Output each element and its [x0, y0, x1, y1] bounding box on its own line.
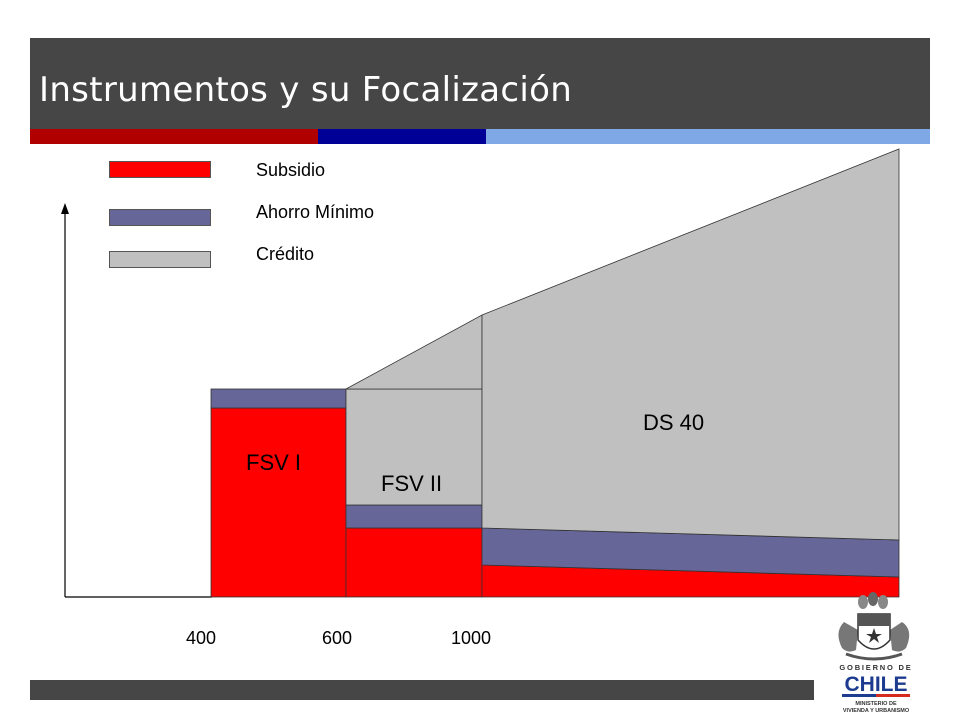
page-title: Instrumentos y su Focalización — [39, 70, 573, 110]
x-value-600: 600 — [322, 628, 353, 648]
fsv2-credito-block — [345, 388, 483, 506]
legend-swatch-credito — [109, 251, 211, 268]
gobierno-de-chile-logo: GOBIERNO DE CHILE MINISTERIO DE VIVIENDA… — [826, 592, 930, 716]
label-fsv-i: FSV I — [246, 450, 301, 475]
label-ds-40: DS 40 — [643, 410, 704, 435]
logo-text-chile: CHILE — [845, 673, 908, 696]
legend-label-credito: Crédito — [256, 244, 315, 264]
accent-stripe-light-blue — [486, 129, 930, 144]
fsv2-subsidio-block — [345, 527, 483, 598]
title-bar: Instrumentos y su Focalización — [30, 38, 930, 129]
legend-swatch-ahorro — [109, 209, 211, 226]
x-value-400: 400 — [186, 628, 217, 648]
x-value-1000: 1000 — [451, 628, 492, 648]
fsv1-ahorro-block — [210, 388, 347, 409]
logo-text-gobierno: GOBIERNO DE — [839, 663, 912, 672]
fsv2-credito-wedge — [345, 314, 483, 390]
logo-text-vivienda: VIVIENDA Y URBANISMO — [843, 708, 910, 714]
legend-label-ahorro: Ahorro Mínimo — [256, 202, 375, 222]
y-axis-arrowhead — [61, 203, 69, 214]
coat-of-arms-icon: GOBIERNO DE CHILE MINISTERIO DE VIVIENDA… — [838, 592, 912, 714]
accent-stripe-navy — [318, 129, 486, 144]
legend-label-subsidio: Subsidio — [256, 160, 326, 180]
accent-stripe-red — [30, 129, 318, 144]
fsv1-subsidio-block — [210, 407, 347, 598]
ds40-credito-block — [481, 148, 900, 541]
legend-swatch-subsidio — [109, 161, 211, 178]
footer-bar — [30, 680, 814, 700]
fsv2-ahorro-block — [345, 504, 483, 529]
logo-text-ministerio: MINISTERIO DE — [855, 701, 897, 707]
label-fsv-ii: FSV II — [381, 471, 442, 496]
